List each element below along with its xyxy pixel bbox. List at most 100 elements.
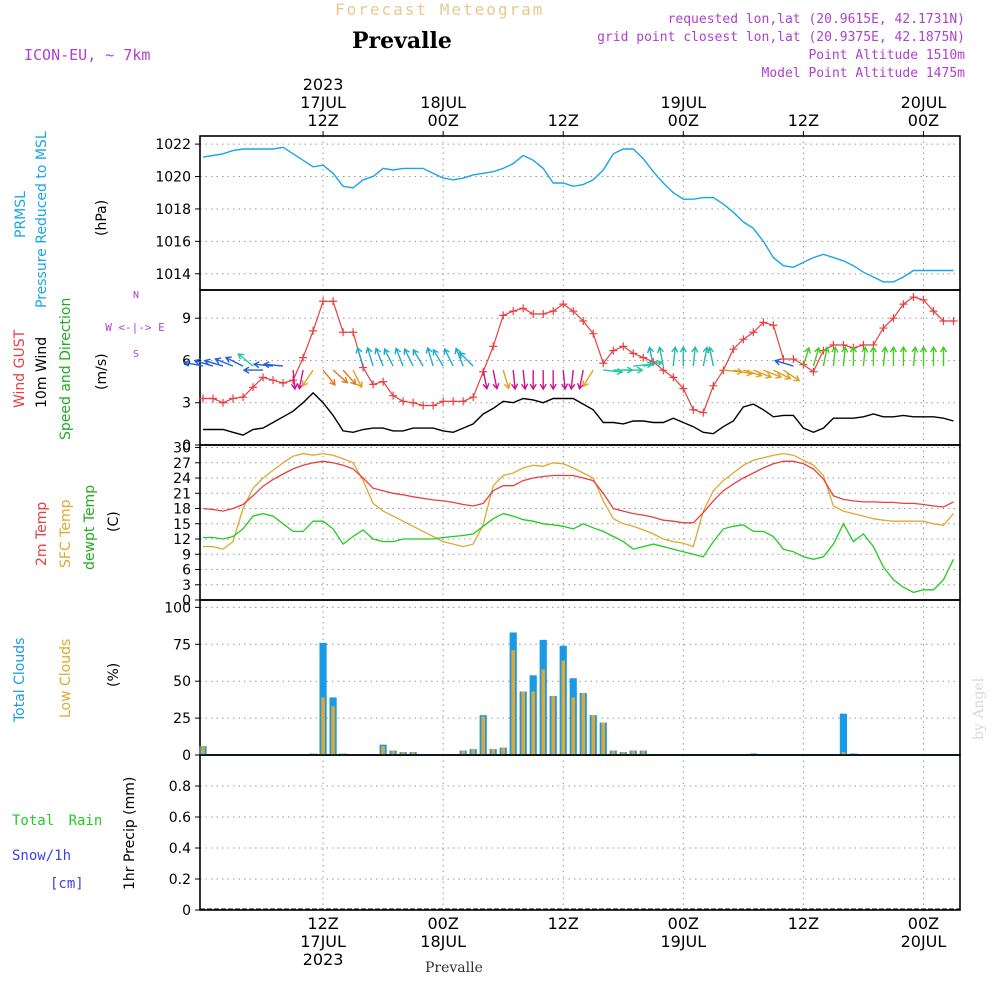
bottom-time-label: 2023 <box>303 950 344 969</box>
wind-labels: Wind GUST 10m Wind Speed and Direction (… <box>12 290 165 440</box>
wind-arrow <box>576 369 584 391</box>
low-cloud-bar <box>331 706 335 755</box>
y-tick-label: 1018 <box>155 202 191 218</box>
gust-point <box>879 324 888 333</box>
low-cloud-bar <box>551 695 556 755</box>
top-time-label: 12Z <box>788 111 819 130</box>
wind-arrow <box>939 345 948 367</box>
low-cloud-bar <box>571 697 576 755</box>
gust-point <box>509 307 518 316</box>
footer-location: Prevalle <box>425 960 483 976</box>
gust-point <box>289 376 298 385</box>
gust-point <box>599 359 608 368</box>
wind-arrow <box>646 346 655 367</box>
wind-arrow <box>869 345 878 367</box>
gust-point <box>499 311 508 320</box>
wind-arrow <box>743 369 763 378</box>
pressure-msl-label: Pressure Reduced to MSL <box>34 131 50 308</box>
t2m-line <box>202 460 954 524</box>
wind-arrow <box>691 345 699 367</box>
top-time-label: 19JUL <box>660 93 706 112</box>
model-altitude: Model Point Altitude 1475m <box>762 66 966 81</box>
point-altitude: Point Altitude 1510m <box>808 48 965 63</box>
gust-point <box>409 398 418 407</box>
gust-point <box>769 321 778 330</box>
gust-point <box>739 335 748 344</box>
requested-coords: requested lon,lat (20.9615E, 42.1731N) <box>668 12 965 27</box>
low-cloud-bar <box>501 747 505 755</box>
wind-arrow <box>849 345 858 367</box>
wind-arrow <box>352 369 363 389</box>
wind-arrow <box>773 358 794 367</box>
bottom-time-label: 18JUL <box>420 932 466 951</box>
gust-point <box>249 383 258 392</box>
wind-arrow <box>224 356 244 367</box>
gust-point <box>369 380 378 389</box>
top-time-label: 00Z <box>427 111 458 130</box>
cloud-labels: Total Clouds Low Clouds (%) <box>12 638 122 723</box>
wind-arrow <box>482 369 490 391</box>
gust-point <box>529 309 538 318</box>
wind-arrow <box>822 346 830 367</box>
y-tick-label: 3 <box>182 578 191 594</box>
top-time-label: 00Z <box>668 111 699 130</box>
top-time-label: 00Z <box>908 111 939 130</box>
precip-labels: Total Rain Snow/1h [cm] 1hr Precip (mm) <box>12 777 138 892</box>
gust-point <box>549 307 558 316</box>
gust-point <box>859 340 868 349</box>
wind-arrow <box>203 358 224 367</box>
low-cloud-bar <box>321 697 325 755</box>
y-tick-label: 12 <box>173 532 191 548</box>
gust-point <box>239 393 248 402</box>
y-tick-label: 6 <box>182 563 191 579</box>
gust-point <box>219 398 228 407</box>
bottom-time-label: 12Z <box>788 914 819 933</box>
wind-arrow <box>193 358 214 367</box>
wind-arrow <box>183 359 204 367</box>
wind-arrow <box>511 370 519 391</box>
y-tick-label: 0.6 <box>169 810 191 826</box>
wind-arrow <box>214 357 234 367</box>
wind-arrow <box>802 346 811 367</box>
wind-arrow <box>355 346 364 367</box>
y-tick-label: 0 <box>182 748 191 764</box>
wind-arrow <box>549 370 557 391</box>
y-tick-label: 9 <box>182 547 191 563</box>
wind-arrow <box>529 370 537 391</box>
wind-arrow <box>290 370 299 391</box>
wind-arrow <box>412 348 424 367</box>
wind-arrow <box>374 347 384 367</box>
y-tick-label: 0 <box>182 903 191 919</box>
pressure-line <box>202 146 954 283</box>
wind-arrow <box>242 366 263 374</box>
low-cloud-bar <box>381 746 385 755</box>
gust-point <box>559 300 568 309</box>
y-tick-label: 27 <box>173 456 191 472</box>
rain-label: Total Rain <box>12 813 102 829</box>
low-cloud-bar <box>631 750 636 755</box>
panels: 1014101610181020102203690369121518212427… <box>155 135 961 919</box>
panel-clouds: 0 25 50 75 100 <box>164 599 961 764</box>
wind-arrow <box>733 369 754 377</box>
wind-arrow <box>458 351 474 367</box>
bottom-time-label: 12Z <box>548 914 579 933</box>
bottom-time-label: 12Z <box>307 914 338 933</box>
y-tick-label: 75 <box>173 637 191 653</box>
snow-unit-label: [cm] <box>50 876 84 892</box>
wind-arrow <box>773 369 792 380</box>
gust-point <box>889 314 898 323</box>
gust-point <box>349 328 358 337</box>
gust-point <box>469 393 478 402</box>
gust-point <box>839 340 848 349</box>
gust-point <box>809 367 818 376</box>
gust-point <box>919 295 928 304</box>
bottom-time-label: 00Z <box>908 914 939 933</box>
wind-arrow <box>252 361 274 369</box>
y-tick-label: 9 <box>182 311 191 327</box>
faded-title: Forecast Meteogram <box>335 0 544 19</box>
gust-point <box>669 373 678 382</box>
wind-arrow <box>783 369 801 382</box>
wind-arrow <box>623 366 644 374</box>
